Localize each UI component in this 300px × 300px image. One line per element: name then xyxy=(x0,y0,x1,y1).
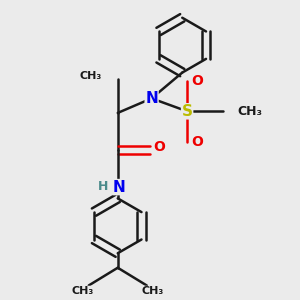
Text: N: N xyxy=(113,180,126,195)
Text: N: N xyxy=(145,91,158,106)
Text: CH₃: CH₃ xyxy=(72,286,94,296)
Text: CH₃: CH₃ xyxy=(237,105,262,118)
Text: CH₃: CH₃ xyxy=(80,71,102,81)
Text: S: S xyxy=(182,104,193,119)
Text: O: O xyxy=(191,74,203,88)
Text: CH₃: CH₃ xyxy=(142,286,164,296)
Text: O: O xyxy=(153,140,165,154)
Text: H: H xyxy=(98,180,108,193)
Text: O: O xyxy=(191,135,203,149)
